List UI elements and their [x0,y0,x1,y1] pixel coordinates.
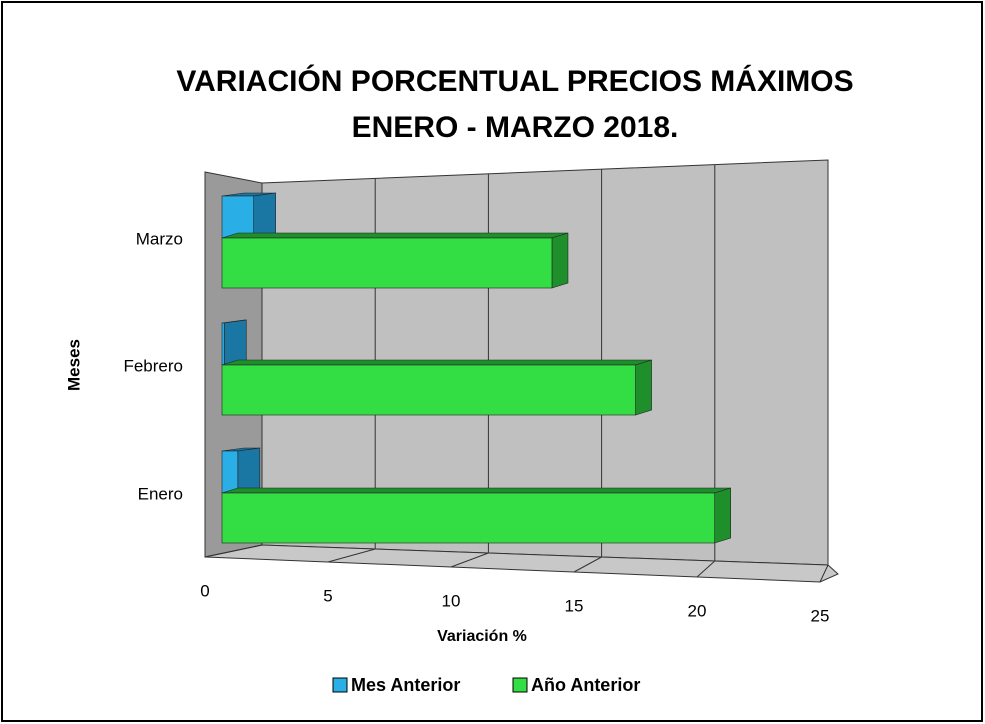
bar-top [221,487,731,494]
bar [221,237,553,289]
bar [221,322,225,366]
chart-subtitle: ENERO - MARZO 2018. [352,111,679,144]
legend-swatch [332,677,348,693]
bar-top [221,232,569,239]
bar [221,195,254,239]
chart-title: VARIACIÓN PORCENTUAL PRECIOS MÁXIMOS [176,64,853,98]
x-tick-label: 0 [200,581,209,600]
floor-grid-line [573,556,602,573]
legend-label: Año Anterior [531,675,640,695]
y-axis-title: Meses [64,339,83,391]
bar-side [253,192,276,239]
floor-grid-line [696,560,716,578]
bar-side [551,232,569,289]
x-tick-label: 25 [811,606,830,625]
bar-top [221,359,652,366]
floor-grid-line [327,548,376,563]
y-tick-label: Enero [138,484,183,503]
legend-label: Mes Anterior [351,675,460,695]
x-axis-title: Variación % [437,628,527,645]
bar-side [237,447,261,494]
x-tick-label: 15 [565,596,584,615]
bar-side [635,359,652,416]
x-tick-label: 10 [442,591,461,610]
floor-grid-line [450,552,489,568]
floor-grid-line [204,544,263,558]
x-tick-label: 20 [688,601,707,620]
bar [221,450,239,494]
bar [221,492,715,544]
x-tick-label: 5 [323,586,332,605]
y-tick-label: Marzo [136,229,183,248]
bar-side [223,319,247,366]
y-tick-label: Febrero [123,356,183,375]
bar-side [714,487,731,544]
bar [221,364,636,416]
legend-swatch [512,677,528,693]
floor-grid-line [819,564,829,583]
